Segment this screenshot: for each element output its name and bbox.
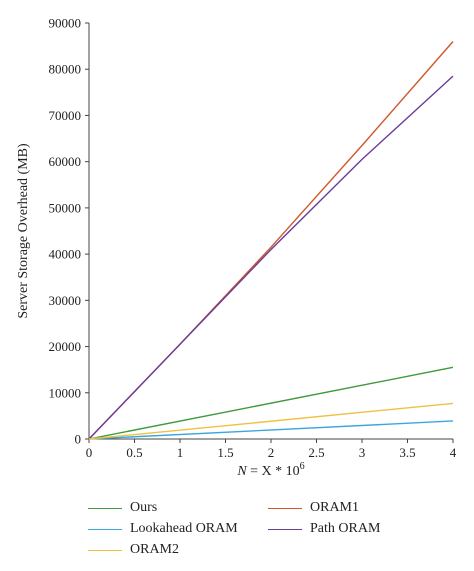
x-tick-label: 1	[177, 445, 184, 460]
legend-swatch	[268, 528, 302, 530]
legend-label: ORAM1	[310, 500, 360, 515]
legend-label: ORAM2	[130, 542, 180, 557]
y-tick-label: 80000	[49, 62, 82, 77]
x-tick-label: 0	[86, 445, 93, 460]
x-tick-label: 1.5	[217, 445, 233, 460]
y-tick-label: 40000	[49, 247, 82, 262]
x-axis-label-exponent: 6	[300, 461, 305, 472]
x-tick-label: 3.5	[399, 445, 415, 460]
legend-label: Ours	[130, 500, 158, 515]
legend-item-ours: Ours	[88, 500, 157, 516]
y-tick-label: 10000	[49, 385, 82, 400]
series-lines	[88, 41, 454, 440]
y-tick-label: 50000	[49, 200, 82, 215]
series-line-oram1	[88, 41, 454, 440]
y-tick-label: 90000	[49, 16, 82, 31]
legend-item-oram1: ORAM1	[268, 500, 359, 516]
x-tick-label: 4	[450, 445, 457, 460]
x-axis-label-text: = X * 10	[247, 464, 300, 479]
legend-swatch	[88, 549, 122, 551]
tick-labels: 0 0.5 1 1.5 2 2.5 3 3.5 4 0 10000 20000 30000 40000 50…	[49, 16, 457, 461]
axes	[88, 23, 453, 440]
legend-swatch	[88, 528, 122, 530]
x-axis-label: N = X * 106	[236, 461, 304, 479]
legend-label: Path ORAM	[310, 521, 381, 536]
y-tick-label: 70000	[49, 108, 82, 123]
legend-item-path-oram: Path ORAM	[268, 521, 380, 537]
legend-item-oram2: ORAM2	[88, 542, 179, 558]
series-line-lookahead-oram	[88, 420, 454, 440]
y-tick-label: 60000	[49, 154, 82, 169]
legend-label: Lookahead ORAM	[130, 521, 238, 536]
legend-item-lookahead-oram: Lookahead ORAM	[88, 521, 238, 537]
y-tick-label: 30000	[49, 293, 82, 308]
line-chart: 0 0.5 1 1.5 2 2.5 3 3.5 4 0 10000 20000 30000 40000 50…	[16, 16, 457, 480]
y-tick-label: 0	[75, 432, 82, 447]
series-line-ours	[88, 366, 454, 440]
legend: Ours ORAM1 Lookahead ORAM Path ORAM ORAM2	[88, 496, 468, 568]
x-tick-label: 3	[359, 445, 366, 460]
legend-swatch	[268, 507, 302, 509]
legend-swatch	[88, 507, 122, 509]
y-tick-label: 20000	[49, 339, 82, 354]
x-tick-label: 2.5	[308, 445, 324, 460]
x-tick-label: 2	[268, 445, 275, 460]
y-axis-label: Server Storage Overhead (MB)	[16, 143, 31, 319]
x-tick-label: 0.5	[126, 445, 142, 460]
series-line-oram2	[88, 402, 454, 440]
x-axis-label-variable: N	[236, 464, 247, 479]
series-line-path-oram	[88, 75, 454, 440]
